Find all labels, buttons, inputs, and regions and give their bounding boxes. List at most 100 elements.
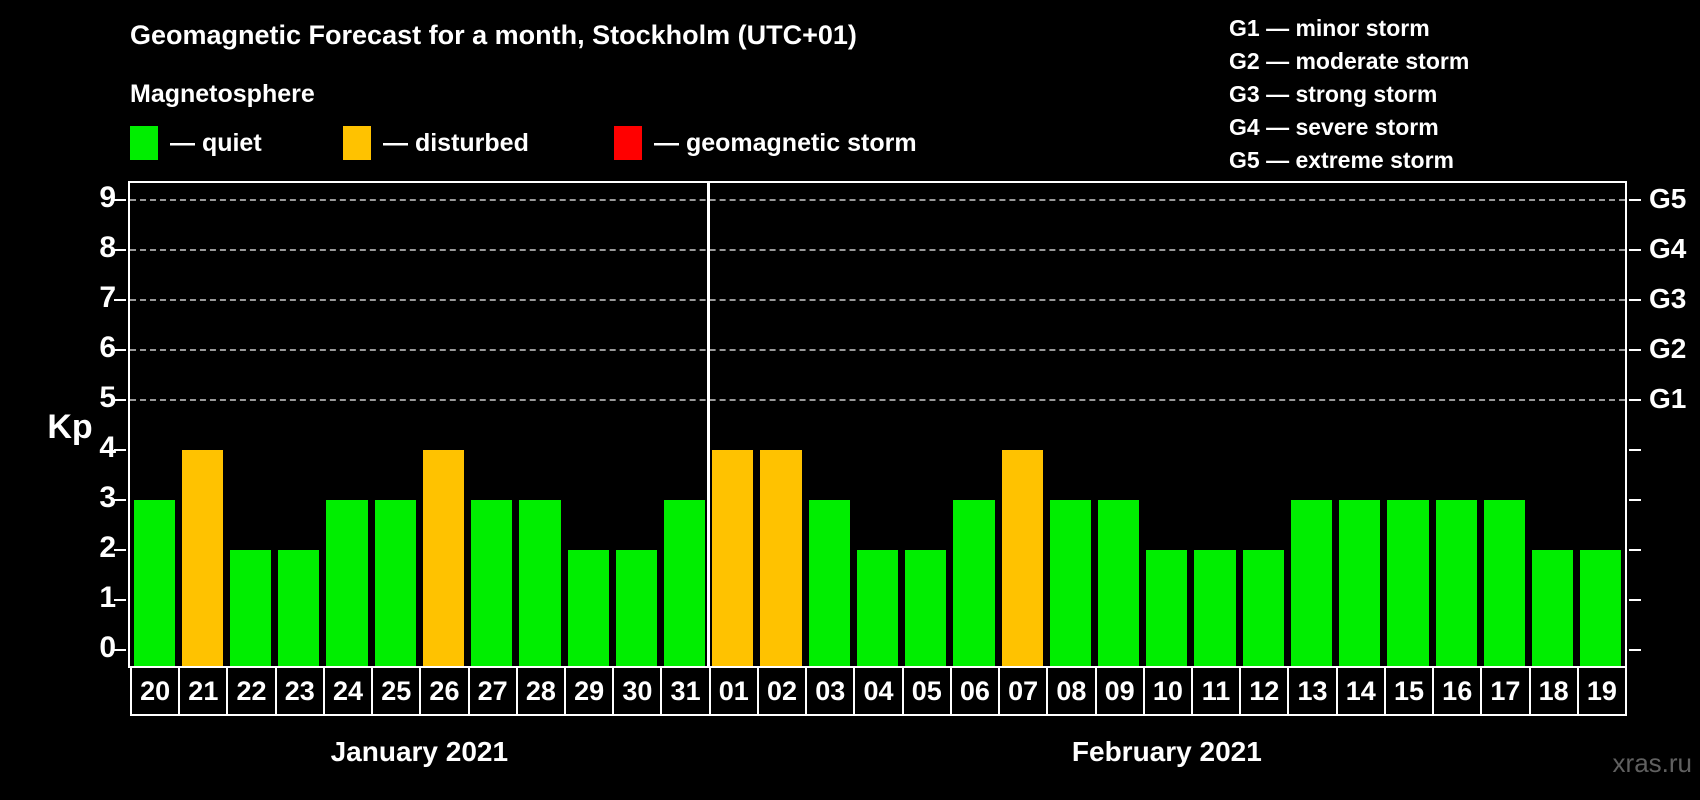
g-axis-tick xyxy=(1629,599,1641,601)
kp-bar-day-14-m1 xyxy=(1339,500,1381,666)
day-label-25-m0: 25 xyxy=(371,666,422,716)
kp-bar-day-11-m1 xyxy=(1194,550,1236,666)
kp-bar-day-05-m1 xyxy=(905,550,947,666)
magnetosphere-label: Magnetosphere xyxy=(130,80,315,108)
day-label-23-m0: 23 xyxy=(274,666,325,716)
g-axis-label-G4: G4 xyxy=(1649,233,1687,264)
kp-bar-day-31-m0 xyxy=(663,500,706,666)
kp-axis-title: Kp xyxy=(47,408,93,446)
day-label-09-m1: 09 xyxy=(1094,666,1145,716)
kp-bar-day-12-m1 xyxy=(1242,550,1284,666)
day-label-16-m1: 16 xyxy=(1432,666,1483,716)
day-label-21-m0: 21 xyxy=(178,666,229,716)
y-axis-tick xyxy=(114,349,126,351)
kp-gridline-7 xyxy=(130,299,1625,301)
kp-bar-day-30-m0 xyxy=(615,550,657,666)
y-axis-tick xyxy=(114,499,126,501)
kp-bar-day-20-m0 xyxy=(133,500,175,666)
month-separator-line xyxy=(707,183,711,666)
day-label-18-m1: 18 xyxy=(1528,666,1579,716)
y-axis-tick-label: 2 xyxy=(99,531,116,564)
g-axis-tick xyxy=(1629,399,1641,401)
month-label-1: February 2021 xyxy=(1071,736,1262,767)
kp-gridline-8 xyxy=(130,249,1625,251)
kp-bar-day-16-m1 xyxy=(1435,500,1477,666)
y-axis-tick-label: 0 xyxy=(99,631,116,664)
g-axis-tick xyxy=(1629,299,1641,301)
g-scale-line: G4 — severe storm xyxy=(1229,114,1439,140)
kp-bar-day-21-m0 xyxy=(181,450,223,666)
legend-item-disturbed: — disturbed xyxy=(343,124,529,162)
day-label-04-m1: 04 xyxy=(853,666,904,716)
day-label-13-m1: 13 xyxy=(1287,666,1338,716)
g-scale-line: G5 — extreme storm xyxy=(1229,147,1454,173)
g-axis-tick xyxy=(1629,249,1641,251)
day-label-08-m1: 08 xyxy=(1046,666,1097,716)
day-label-03-m1: 03 xyxy=(805,666,856,716)
kp-bar-day-04-m1 xyxy=(856,550,899,666)
y-axis-tick-label: 4 xyxy=(99,431,116,464)
g-scale-line: G2 — moderate storm xyxy=(1229,48,1470,74)
kp-bar-day-23-m0 xyxy=(278,550,320,666)
kp-bar-day-15-m1 xyxy=(1387,500,1429,666)
page-title: Geomagnetic Forecast for a month, Stockh… xyxy=(130,20,857,50)
kp-bar-day-18-m1 xyxy=(1532,550,1574,666)
y-axis-tick-label: 5 xyxy=(99,381,116,414)
kp-bar-day-06-m1 xyxy=(953,500,995,666)
day-label-06-m1: 06 xyxy=(949,666,1001,716)
y-axis-tick xyxy=(114,249,126,251)
g-axis-label-G1: G1 xyxy=(1649,383,1687,414)
y-axis-tick xyxy=(114,649,126,651)
g-axis-label-G5: G5 xyxy=(1649,183,1687,214)
day-label-02-m1: 02 xyxy=(756,666,808,716)
day-label-01-m1: 01 xyxy=(708,666,759,716)
g-axis-tick xyxy=(1629,649,1641,651)
y-axis-tick xyxy=(114,449,126,451)
disturbed-color-swatch xyxy=(343,126,371,160)
y-axis-tick xyxy=(114,599,126,601)
kp-bar-day-03-m1 xyxy=(808,500,850,666)
day-label-22-m0: 22 xyxy=(226,666,277,716)
kp-bar-day-26-m0 xyxy=(422,450,465,666)
day-label-15-m1: 15 xyxy=(1383,666,1435,716)
legend-item-label: — geomagnetic storm xyxy=(654,128,917,157)
legend-item-storm: — geomagnetic storm xyxy=(614,124,917,162)
day-label-05-m1: 05 xyxy=(901,666,952,716)
day-label-07-m1: 07 xyxy=(998,666,1049,716)
legend-item-label: — disturbed xyxy=(383,128,529,157)
g-axis-tick xyxy=(1629,499,1641,501)
kp-bar-day-25-m0 xyxy=(374,500,416,666)
y-axis-tick-label: 6 xyxy=(99,331,116,364)
g-axis-label-G3: G3 xyxy=(1649,283,1687,314)
legend-item-quiet: — quiet xyxy=(130,124,262,162)
kp-bar-day-10-m1 xyxy=(1146,550,1188,666)
kp-bar-day-01-m1 xyxy=(712,450,754,666)
kp-bar-day-27-m0 xyxy=(471,500,513,666)
day-label-20-m0: 20 xyxy=(130,666,181,716)
day-label-10-m1: 10 xyxy=(1142,666,1193,716)
storm-color-swatch xyxy=(614,126,642,160)
kp-gridline-6 xyxy=(130,349,1625,351)
g-axis-tick xyxy=(1629,199,1641,201)
kp-bar-day-09-m1 xyxy=(1098,500,1140,666)
y-axis-tick xyxy=(114,199,126,201)
kp-bar-day-29-m0 xyxy=(567,550,609,666)
g-scale-line: G3 — strong storm xyxy=(1229,81,1438,107)
watermark: xras.ru xyxy=(1612,748,1692,778)
day-label-27-m0: 27 xyxy=(467,666,518,716)
kp-bar-day-19-m1 xyxy=(1580,550,1622,666)
y-axis-tick-label: 3 xyxy=(99,481,116,514)
kp-bar-day-13-m1 xyxy=(1290,500,1333,666)
kp-bar-day-28-m0 xyxy=(519,500,561,666)
kp-bar-day-24-m0 xyxy=(326,500,368,666)
g-axis-label-G2: G2 xyxy=(1649,333,1687,364)
day-label-30-m0: 30 xyxy=(612,666,663,716)
y-axis-tick-label: 8 xyxy=(99,231,116,264)
day-label-29-m0: 29 xyxy=(564,666,615,716)
kp-bar-day-07-m1 xyxy=(1001,450,1043,666)
day-label-24-m0: 24 xyxy=(322,666,374,716)
kp-bar-day-02-m1 xyxy=(760,450,802,666)
kp-bar-day-08-m1 xyxy=(1049,500,1091,666)
kp-gridline-5 xyxy=(130,399,1625,401)
